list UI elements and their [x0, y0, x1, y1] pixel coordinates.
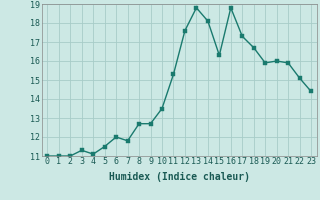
X-axis label: Humidex (Indice chaleur): Humidex (Indice chaleur)	[109, 172, 250, 182]
